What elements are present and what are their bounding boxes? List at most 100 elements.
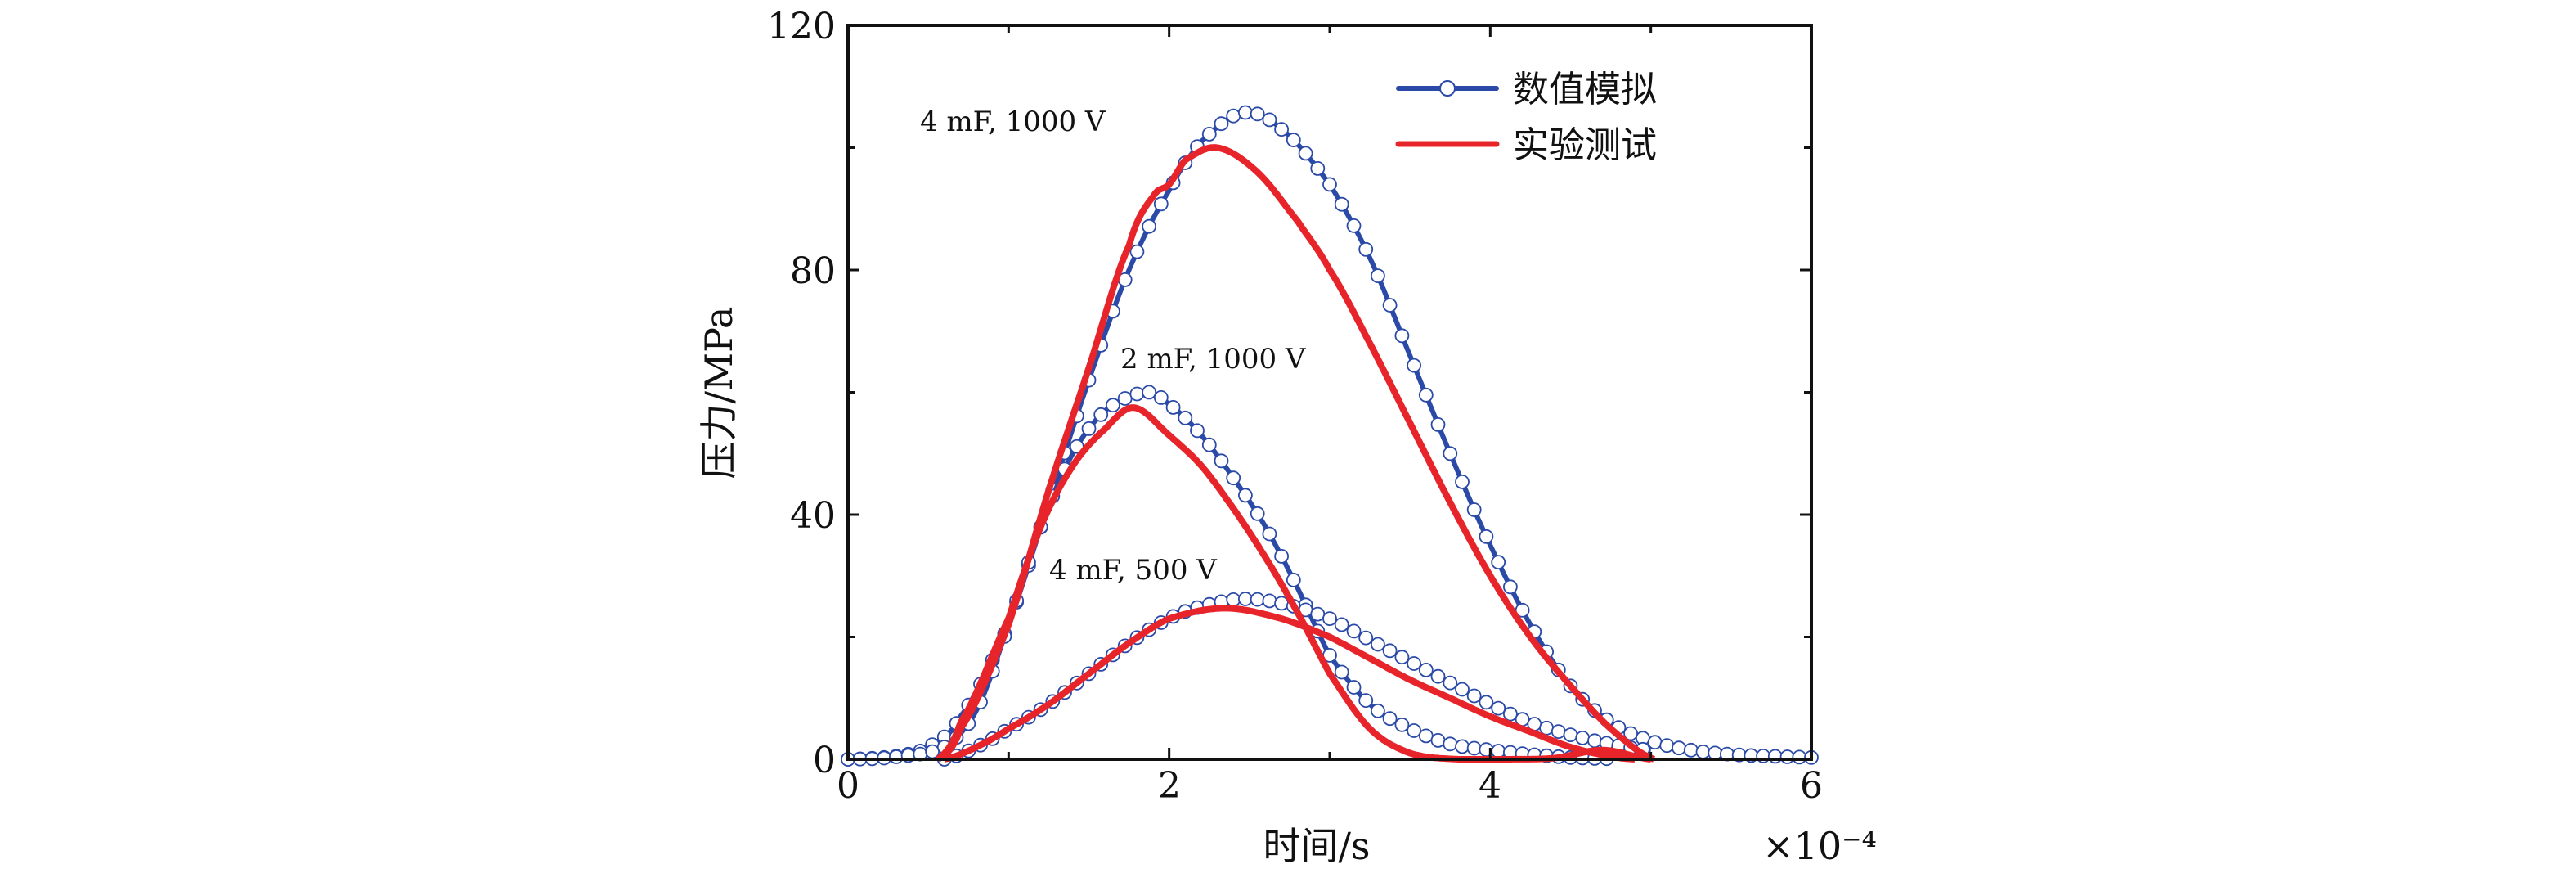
simulation-marker — [1334, 617, 1349, 632]
simulation-marker — [1407, 656, 1421, 671]
simulation-marker — [1455, 739, 1470, 754]
simulation-marker — [1129, 244, 1145, 259]
simulation-marker — [1443, 736, 1458, 752]
simulation-marker — [1322, 177, 1337, 192]
simulation-marker — [1443, 446, 1458, 461]
x-tick-label-6: 6 — [1800, 765, 1823, 807]
y-tick-label-120: 120 — [767, 6, 836, 47]
simulation-marker — [1346, 680, 1362, 695]
simulation-marker — [1310, 606, 1326, 622]
x-axis-title: 时间/s — [1263, 824, 1370, 868]
x-tick-label-2: 2 — [1158, 765, 1181, 807]
simulation-marker — [1394, 650, 1410, 665]
simulation-marker — [1551, 724, 1566, 739]
simulation-marker — [1262, 112, 1277, 128]
simulation-marker — [1430, 668, 1446, 684]
simulation-marker — [1491, 555, 1506, 569]
simulation-marker — [1683, 742, 1699, 758]
simulation-marker — [1430, 733, 1446, 748]
simulation-marker — [1382, 643, 1398, 659]
simulation-marker — [1418, 387, 1434, 403]
simulation-marker — [1286, 573, 1301, 587]
series-layer — [841, 105, 1819, 767]
experiment-line — [943, 605, 1636, 763]
ticks-layer — [846, 24, 1813, 761]
series-1-experiment — [936, 144, 1656, 763]
simulation-marker — [1250, 592, 1265, 607]
simulation-marker — [1226, 592, 1241, 607]
simulation-marker — [1298, 146, 1313, 161]
simulation-marker — [1491, 700, 1506, 716]
simulation-marker — [1358, 630, 1374, 646]
y-axis-title: 压力/MPa — [697, 307, 741, 479]
simulation-marker — [1214, 453, 1229, 469]
simulation-marker — [1165, 399, 1181, 415]
simulation-marker — [1407, 723, 1421, 738]
annotation-2mf-1000v: 2 mF, 1000 V — [1120, 343, 1307, 376]
simulation-marker — [1358, 241, 1374, 257]
simulation-marker — [1563, 727, 1578, 742]
simulation-marker — [1310, 160, 1326, 176]
simulation-marker — [1117, 391, 1133, 406]
simulation-marker — [1418, 663, 1434, 677]
simulation-marker — [1479, 695, 1494, 710]
simulation-marker — [1274, 122, 1289, 137]
simulation-marker — [1672, 740, 1686, 756]
simulation-marker — [1346, 218, 1362, 233]
simulation-marker — [1238, 105, 1253, 120]
simulation-marker — [1262, 593, 1277, 609]
legend-exp-label: 实验测试 — [1513, 124, 1657, 166]
simulation-marker — [1093, 407, 1109, 422]
simulation-marker — [1358, 693, 1374, 708]
simulation-marker — [1466, 502, 1482, 517]
simulation-marker — [1142, 218, 1156, 234]
simulation-marker — [1178, 410, 1193, 425]
simulation-marker — [1792, 749, 1807, 765]
simulation-marker — [1430, 417, 1446, 432]
simulation-marker — [1382, 711, 1398, 727]
simulation-marker — [1106, 398, 1120, 413]
series-5-experiment — [943, 605, 1636, 763]
y-tick-label-0: 0 — [813, 740, 836, 781]
simulation-marker — [1575, 731, 1591, 745]
x-tick-label-0: 0 — [837, 765, 859, 807]
simulation-marker — [1659, 738, 1675, 754]
simulation-marker — [1503, 579, 1518, 595]
simulation-marker — [1129, 386, 1145, 402]
simulation-marker — [1153, 389, 1169, 405]
simulation-marker — [1587, 733, 1602, 749]
simulation-marker — [1455, 682, 1470, 697]
simulation-marker — [1479, 529, 1494, 544]
simulation-marker — [1334, 196, 1349, 212]
simulation-marker — [1334, 664, 1349, 680]
simulation-marker — [1382, 298, 1398, 313]
simulation-marker — [1346, 623, 1362, 639]
x-axis-multiplier: ×10⁻⁴ — [1762, 824, 1877, 868]
simulation-marker — [1418, 728, 1434, 744]
simulation-marker — [1455, 475, 1470, 489]
simulation-marker — [1443, 675, 1458, 691]
simulation-marker — [1466, 740, 1482, 756]
simulation-marker — [1322, 611, 1337, 626]
simulation-marker — [1286, 133, 1301, 148]
simulation-marker — [1371, 268, 1385, 284]
simulation-marker — [1491, 744, 1506, 758]
simulation-marker — [1779, 749, 1795, 764]
simulation-marker — [1394, 328, 1410, 344]
legend-sim-label: 数值模拟 — [1513, 69, 1657, 110]
simulation-marker — [1250, 106, 1265, 122]
simulation-marker — [1238, 592, 1253, 606]
simulation-marker — [1515, 602, 1530, 618]
simulation-marker — [1466, 688, 1482, 704]
simulation-marker — [1647, 735, 1663, 750]
annotation-4mf-1000v: 4 mF, 1000 V — [920, 106, 1106, 138]
simulation-marker — [1238, 488, 1253, 503]
simulation-marker — [889, 749, 904, 764]
annotation-4mf-500v: 4 mF, 500 V — [1049, 554, 1218, 587]
simulation-marker — [1695, 745, 1711, 759]
simulation-marker — [1274, 596, 1289, 611]
simulation-marker — [1226, 108, 1241, 124]
simulation-marker — [1142, 385, 1156, 400]
simulation-marker — [1503, 706, 1518, 722]
